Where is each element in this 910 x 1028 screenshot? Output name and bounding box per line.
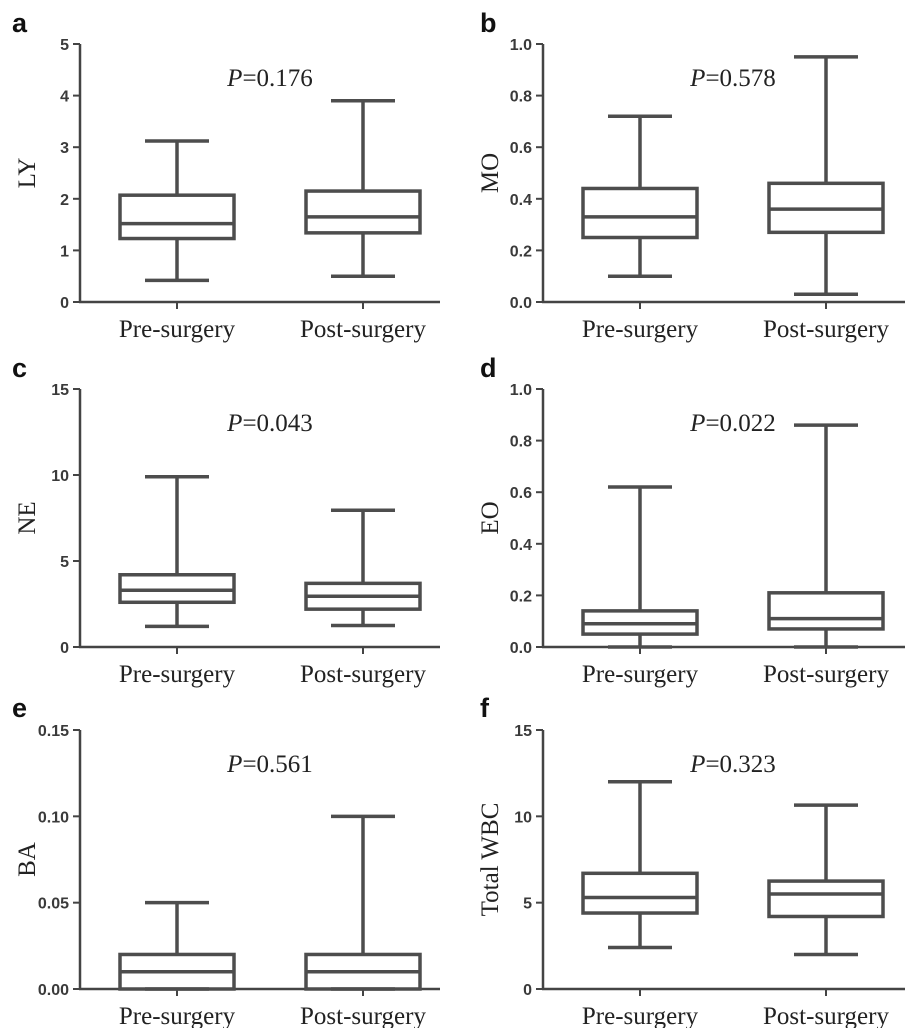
- p-value-annotation: P=0.043: [226, 410, 313, 437]
- panel-a: a 0 1 2 3 4 5 LY P=0.176 Pre-surgery Post-surgery: [12, 8, 440, 343]
- x-category-label: Pre-surgery: [582, 316, 699, 343]
- y-tick-label: 10: [51, 468, 69, 485]
- y-axis-label: BA: [14, 842, 41, 877]
- y-tick-label: 0.8: [510, 89, 532, 106]
- x-category-label: Post-surgery: [763, 1003, 889, 1028]
- panel-d: d 0.0 0.2 0.4 0.6 0.8 1.0 EO P=0.022 Pre-surgery P…: [477, 353, 905, 688]
- y-tick-label: 15: [514, 723, 532, 740]
- y-tick-label: 5: [60, 554, 69, 571]
- x-category-label: Post-surgery: [763, 316, 889, 343]
- iqr-box: [304, 189, 422, 235]
- x-category-label: Pre-surgery: [119, 661, 236, 688]
- y-tick-label: 10: [514, 809, 532, 826]
- y-tick-label: 0.8: [510, 434, 532, 451]
- box-pre-surgery: [581, 485, 699, 649]
- panel-b: b 0.0 0.2 0.4 0.6 0.8 1.0 MO P=0.578 Pre-surgery P…: [477, 8, 905, 343]
- x-category-label: Pre-surgery: [119, 316, 236, 343]
- y-tick-label: 1.0: [510, 382, 532, 399]
- panel-letter: e: [12, 693, 27, 723]
- y-tick-label: 0.2: [510, 243, 532, 260]
- box-post-surgery: [304, 99, 422, 278]
- panel-e: e 0.00 0.05 0.10 0.15 BA P=0.561 Pre-surgery Pos…: [12, 693, 440, 1028]
- y-tick-label: 2: [60, 192, 69, 209]
- x-category-label: Pre-surgery: [582, 1003, 699, 1028]
- y-tick-label: 5: [60, 37, 69, 54]
- y-tick-label: 0.4: [510, 192, 532, 209]
- x-category-label: Pre-surgery: [582, 661, 699, 688]
- p-value-annotation: P=0.022: [689, 410, 776, 437]
- y-tick-label: 0.00: [38, 982, 69, 999]
- panel-letter: a: [12, 8, 28, 38]
- y-tick-label: 0.2: [510, 588, 532, 605]
- iqr-box: [581, 186, 699, 240]
- x-category-label: Post-surgery: [300, 661, 426, 688]
- y-tick-label: 15: [51, 382, 69, 399]
- y-tick-label: 0.6: [510, 140, 532, 157]
- y-tick-label: 0.05: [38, 896, 69, 913]
- box-pre-surgery: [118, 474, 236, 629]
- box-post-surgery: [304, 814, 422, 991]
- panel-letter: b: [480, 8, 497, 38]
- y-tick-label: 1.0: [510, 37, 532, 54]
- panel-letter: f: [480, 693, 490, 723]
- y-tick-label: 0: [60, 295, 69, 312]
- box-pre-surgery: [581, 114, 699, 278]
- x-category-label: Post-surgery: [300, 1003, 426, 1028]
- p-value-annotation: P=0.561: [226, 751, 313, 778]
- x-category-label: Post-surgery: [763, 661, 889, 688]
- y-tick-label: 0.10: [38, 809, 69, 826]
- box-post-surgery: [304, 508, 422, 628]
- panel-f: f 0 5 10 15 Total WBC P=0.323 Pre-surgery Post-s…: [477, 693, 905, 1028]
- box-post-surgery: [767, 423, 885, 649]
- panel-c: c 0 5 10 15 NE P=0.043 Pre-surgery Post-surgery: [12, 353, 440, 688]
- p-value-annotation: P=0.578: [689, 65, 776, 92]
- y-axis-label: LY: [14, 158, 41, 189]
- y-tick-label: 4: [60, 89, 69, 106]
- y-axis-label: Total WBC: [477, 803, 504, 917]
- panel-letter: d: [480, 353, 497, 383]
- iqr-box: [767, 879, 885, 919]
- x-category-label: Pre-surgery: [119, 1003, 236, 1028]
- box-post-surgery: [767, 803, 885, 957]
- y-tick-label: 0.0: [510, 295, 532, 312]
- iqr-box: [581, 871, 699, 915]
- p-value-annotation: P=0.176: [226, 65, 313, 92]
- y-tick-label: 0.0: [510, 640, 532, 657]
- y-tick-label: 3: [60, 140, 69, 157]
- box-pre-surgery: [581, 780, 699, 950]
- panel-letter: c: [12, 353, 27, 383]
- y-tick-label: 5: [523, 896, 532, 913]
- y-tick-label: 0: [60, 640, 69, 657]
- y-tick-label: 0.4: [510, 537, 532, 554]
- box-post-surgery: [767, 55, 885, 297]
- y-tick-label: 0.15: [38, 723, 69, 740]
- box-pre-surgery: [118, 900, 236, 991]
- y-tick-label: 0: [523, 982, 532, 999]
- box-pre-surgery: [118, 139, 236, 283]
- y-axis-label: NE: [14, 501, 41, 534]
- iqr-box: [767, 591, 885, 631]
- x-category-label: Post-surgery: [300, 316, 426, 343]
- y-axis-label: MO: [477, 153, 504, 193]
- p-value-annotation: P=0.323: [689, 751, 776, 778]
- y-axis-label: EO: [477, 501, 504, 534]
- y-tick-label: 0.6: [510, 485, 532, 502]
- iqr-box: [118, 193, 236, 241]
- y-tick-label: 1: [60, 243, 69, 260]
